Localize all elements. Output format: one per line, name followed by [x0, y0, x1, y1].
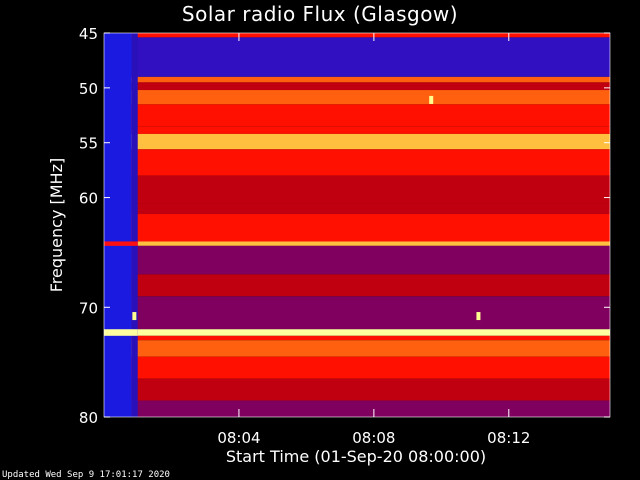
x-tick-label: 08:04	[217, 429, 260, 447]
y-axis-title: Frequency [MHz]	[47, 158, 66, 292]
early-line-0	[104, 241, 138, 246]
band-19	[104, 356, 610, 379]
bursts	[132, 95, 481, 321]
early-line-1	[104, 329, 138, 336]
low-flux-column	[104, 33, 132, 417]
y-axis-ticks: 45 50 55 60 70 80	[79, 25, 610, 427]
band-7	[104, 133, 610, 150]
band-11	[104, 214, 610, 242]
y-tick-label: 55	[79, 135, 98, 153]
low-flux-edge	[131, 33, 138, 417]
plot-area	[103, 32, 611, 418]
chart-title: Solar radio Flux (Glasgow)	[181, 2, 459, 26]
band-14	[104, 274, 610, 297]
band-1	[104, 37, 610, 77]
y-tick-label: 60	[79, 190, 98, 208]
band-13	[104, 245, 610, 275]
band-9	[104, 175, 610, 204]
band-21	[104, 400, 610, 417]
low-flux-region	[104, 33, 138, 417]
plot-frame	[103, 32, 611, 418]
band-15	[104, 296, 610, 330]
band-20	[104, 378, 610, 401]
x-tick-label: 08:08	[352, 429, 395, 447]
x-tick-label: 08:12	[487, 429, 530, 447]
y-tick-label: 50	[79, 80, 98, 98]
y-tick-label: 70	[79, 299, 98, 317]
burst-point	[429, 95, 434, 104]
x-axis-ticks: 08:04 08:08 08:12	[217, 33, 530, 447]
band-16	[104, 329, 610, 336]
band-18	[104, 340, 610, 357]
band-8	[104, 149, 610, 176]
band-4	[104, 90, 610, 105]
update-timestamp: Updated Wed Sep 9 17:01:17 2020	[2, 470, 170, 480]
band-10	[104, 203, 610, 215]
band-0	[104, 33, 610, 38]
band-3	[104, 82, 610, 91]
frequency-bands	[104, 33, 610, 417]
band-12	[104, 241, 610, 246]
band-17	[104, 335, 610, 341]
band-2	[104, 76, 610, 83]
band-6	[104, 126, 610, 134]
burst-point	[476, 312, 481, 321]
y-tick-label: 45	[79, 25, 98, 43]
y-tick-label: 80	[79, 409, 98, 427]
band-5	[104, 104, 610, 127]
burst-point	[132, 312, 137, 321]
x-axis-title: Start Time (01-Sep-20 08:00:00)	[226, 447, 486, 466]
